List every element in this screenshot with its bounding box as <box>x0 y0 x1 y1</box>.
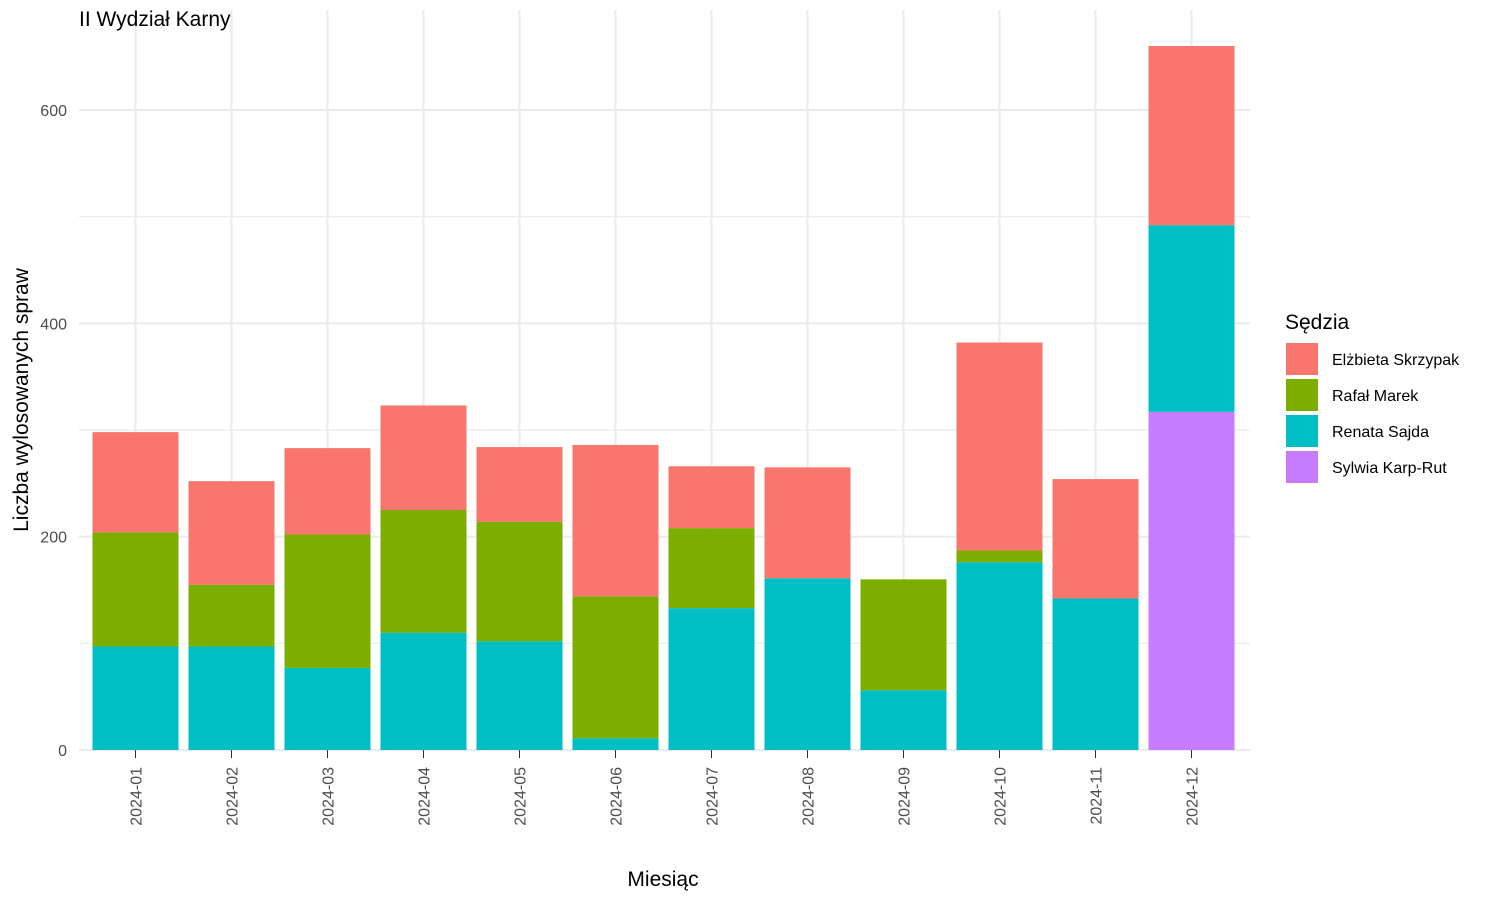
legend-swatch <box>1286 379 1318 411</box>
y-tick-label: 0 <box>58 743 67 760</box>
bars <box>92 46 1235 750</box>
legend-swatch <box>1286 451 1318 483</box>
bar-segment <box>572 738 659 750</box>
chart-title: II Wydział Karny <box>79 8 231 31</box>
bar-segment <box>1052 479 1139 599</box>
x-tick-label: 2024-08 <box>801 767 818 826</box>
legend-label: Rafał Marek <box>1332 388 1419 405</box>
bar-segment <box>764 578 851 750</box>
bar-segment <box>668 608 755 750</box>
bar-segment <box>284 534 371 668</box>
y-tick-label: 600 <box>40 103 67 120</box>
bar-segment <box>1148 225 1235 412</box>
bar-segment <box>956 342 1043 551</box>
x-tick-label: 2024-03 <box>321 767 338 826</box>
x-tick-label: 2024-06 <box>609 767 626 826</box>
y-axis-ticks: 0 200 400 600 <box>40 103 67 760</box>
bar-segment <box>860 690 947 750</box>
legend: Sędzia Elżbieta Skrzypak Rafał Marek Renat… <box>1285 311 1460 483</box>
bar-segment <box>1148 46 1235 226</box>
legend-label: Renata Sajda <box>1332 424 1429 441</box>
x-tick-label: 2024-10 <box>993 767 1010 826</box>
x-tick-label: 2024-02 <box>225 767 242 826</box>
x-tick-label: 2024-01 <box>129 767 146 826</box>
bar-segment <box>380 632 467 750</box>
bar-segment <box>284 667 371 750</box>
bar-segment <box>860 579 947 691</box>
bar-segment <box>668 466 755 529</box>
legend-swatch <box>1286 415 1318 447</box>
y-tick-label: 200 <box>40 530 67 547</box>
bar-segment <box>380 405 467 510</box>
x-tick-label: 2024-09 <box>897 767 914 826</box>
bar-segment <box>1148 411 1235 750</box>
bar-segment <box>572 444 659 597</box>
bar-segment <box>1052 598 1139 750</box>
bar-segment <box>476 521 563 642</box>
bar-segment <box>572 596 659 739</box>
bar-segment <box>956 550 1043 563</box>
bar-segment <box>188 584 275 647</box>
legend-title: Sędzia <box>1285 311 1350 334</box>
bar-segment <box>476 447 563 522</box>
bar-segment <box>764 467 851 579</box>
x-tick-label: 2024-07 <box>705 767 722 826</box>
x-tick-label: 2024-11 <box>1089 767 1106 825</box>
bar-segment <box>476 641 563 750</box>
bar-segment <box>92 646 179 750</box>
y-tick-label: 400 <box>40 316 67 333</box>
bar-segment <box>92 432 179 533</box>
bar-segment <box>956 562 1043 750</box>
y-axis-title: Liczba wylosowanych spraw <box>10 267 33 532</box>
legend-label: Sylwia Karp-Rut <box>1332 460 1447 477</box>
x-tick-label: 2024-05 <box>513 767 530 826</box>
x-axis-title: Miesiąc <box>627 868 698 891</box>
bar-segment <box>380 510 467 633</box>
x-tick-label: 2024-04 <box>417 767 434 826</box>
bar-segment <box>284 448 371 535</box>
bar-segment <box>92 532 179 647</box>
bar-segment <box>188 646 275 750</box>
bar-segment <box>188 481 275 585</box>
legend-label: Elżbieta Skrzypak <box>1332 352 1460 369</box>
legend-swatch <box>1286 343 1318 375</box>
bar-segment <box>668 528 755 609</box>
x-tick-label: 2024-12 <box>1185 767 1202 826</box>
x-axis-ticks: 2024-01 2024-02 2024-03 2024-04 2024-05 2024-… <box>129 750 1202 826</box>
